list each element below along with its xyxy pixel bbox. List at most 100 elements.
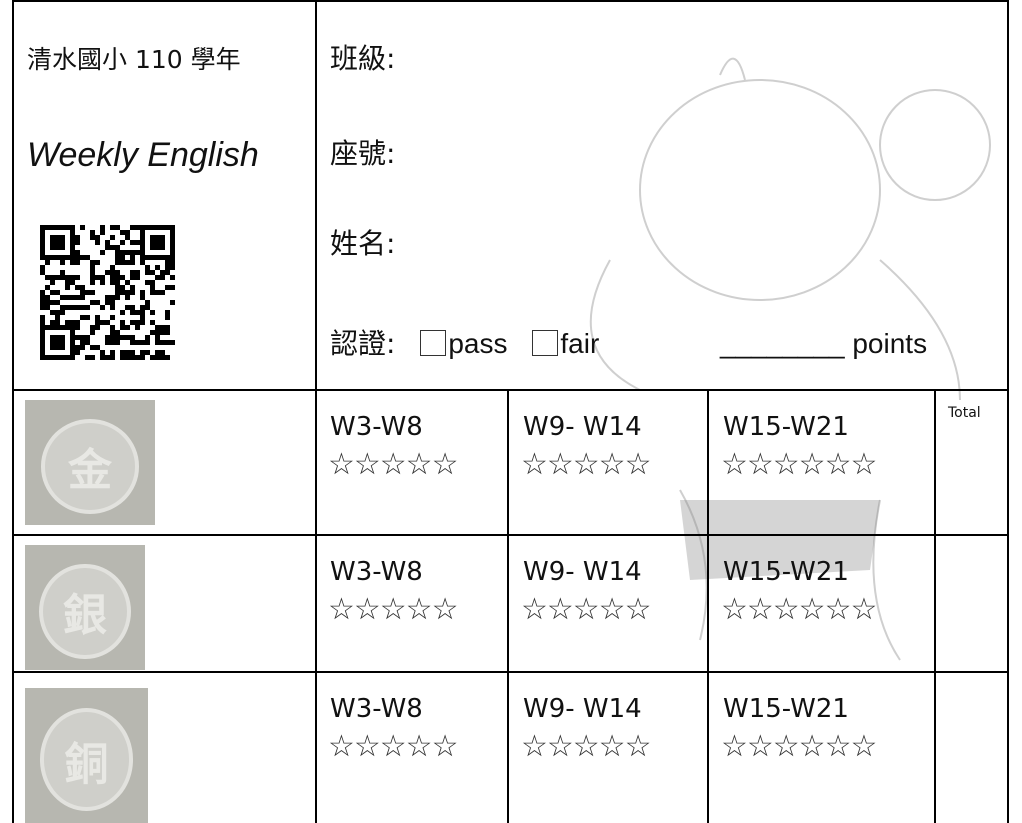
qr-module bbox=[160, 255, 165, 260]
qr-module bbox=[125, 290, 130, 295]
qr-module bbox=[160, 270, 165, 275]
qr-module bbox=[80, 345, 85, 350]
qr-module bbox=[100, 250, 105, 255]
qr-module bbox=[70, 320, 75, 325]
qr-module bbox=[50, 240, 55, 245]
qr-module bbox=[50, 300, 55, 305]
qr-module bbox=[160, 330, 165, 335]
qr-module bbox=[165, 330, 170, 335]
qr-module bbox=[45, 255, 50, 260]
qr-module bbox=[130, 250, 135, 255]
qr-module bbox=[125, 305, 130, 310]
border bbox=[315, 0, 317, 823]
week: W3-W8 bbox=[330, 557, 423, 587]
qr-module bbox=[100, 355, 105, 360]
qr-module bbox=[50, 280, 55, 285]
qr-module bbox=[70, 255, 75, 260]
qr-module bbox=[160, 225, 165, 230]
qr-module bbox=[60, 335, 65, 340]
qr-module bbox=[145, 305, 150, 310]
school: 清水國小 110 學年 bbox=[27, 45, 241, 74]
qr-module bbox=[65, 305, 70, 310]
qr-module bbox=[105, 340, 110, 345]
qr-module bbox=[90, 280, 95, 285]
qr-module bbox=[75, 285, 80, 290]
qr-module bbox=[115, 340, 120, 345]
qr-module bbox=[45, 225, 50, 230]
qr-module bbox=[70, 250, 75, 255]
qr-module bbox=[60, 275, 65, 280]
qr-module bbox=[140, 235, 145, 240]
qr-module bbox=[105, 295, 110, 300]
qr-module bbox=[75, 255, 80, 260]
qr-module bbox=[160, 275, 165, 280]
qr-module bbox=[145, 350, 150, 355]
qr-module bbox=[70, 225, 75, 230]
qr-module bbox=[100, 320, 105, 325]
qr-module bbox=[110, 350, 115, 355]
qr-module bbox=[150, 320, 155, 325]
qr-module bbox=[75, 305, 80, 310]
qr-module bbox=[140, 255, 145, 260]
qr-module bbox=[140, 290, 145, 295]
qr-module bbox=[120, 260, 125, 265]
qr-module bbox=[120, 355, 125, 360]
qr-module bbox=[120, 310, 125, 315]
checkbox[interactable] bbox=[532, 330, 559, 356]
qr-module bbox=[50, 255, 55, 260]
qr-module bbox=[130, 320, 135, 325]
qr-module bbox=[150, 290, 155, 295]
qr-module bbox=[90, 290, 95, 295]
qr-module bbox=[95, 300, 100, 305]
qr-module bbox=[135, 340, 140, 345]
qr-module bbox=[120, 230, 125, 235]
unit: points bbox=[852, 328, 928, 359]
qr-module bbox=[145, 300, 150, 305]
qr-module bbox=[65, 325, 70, 330]
qr-module bbox=[90, 355, 95, 360]
qr-module bbox=[70, 355, 75, 360]
qr-module bbox=[115, 225, 120, 230]
qr-module bbox=[110, 225, 115, 230]
border bbox=[507, 390, 509, 823]
qr-module bbox=[120, 335, 125, 340]
qr-module bbox=[55, 315, 60, 320]
border bbox=[12, 0, 1009, 2]
qr-module bbox=[70, 230, 75, 235]
qr-module bbox=[125, 250, 130, 255]
border bbox=[934, 390, 936, 823]
qr-module bbox=[90, 265, 95, 270]
stars: ☆☆☆☆☆ bbox=[328, 447, 458, 482]
qr-module bbox=[50, 290, 55, 295]
qr-module bbox=[155, 255, 160, 260]
qr-module bbox=[45, 275, 50, 280]
qr-module bbox=[100, 350, 105, 355]
qr-module bbox=[60, 260, 65, 265]
qr-module bbox=[145, 340, 150, 345]
stars: ☆☆☆☆☆☆ bbox=[721, 729, 877, 764]
qr-module bbox=[115, 255, 120, 260]
qr-module bbox=[50, 325, 55, 330]
qr-module bbox=[90, 345, 95, 350]
qr-module bbox=[60, 255, 65, 260]
field: 座號: bbox=[330, 137, 396, 170]
qr-module bbox=[160, 350, 165, 355]
qr-module bbox=[110, 245, 115, 250]
qr-module bbox=[45, 325, 50, 330]
qr-module bbox=[100, 305, 105, 310]
qr-module bbox=[125, 260, 130, 265]
qr-module bbox=[75, 240, 80, 245]
qr-module bbox=[135, 325, 140, 330]
qr-module bbox=[130, 335, 135, 340]
qr-module bbox=[40, 320, 45, 325]
qr-module bbox=[75, 350, 80, 355]
qr-module bbox=[65, 225, 70, 230]
checkbox[interactable] bbox=[420, 330, 447, 356]
qr-module bbox=[75, 335, 80, 340]
qr-module bbox=[140, 355, 145, 360]
qr-module bbox=[120, 285, 125, 290]
qr-module bbox=[115, 295, 120, 300]
qr-module bbox=[55, 300, 60, 305]
qr-module bbox=[85, 255, 90, 260]
